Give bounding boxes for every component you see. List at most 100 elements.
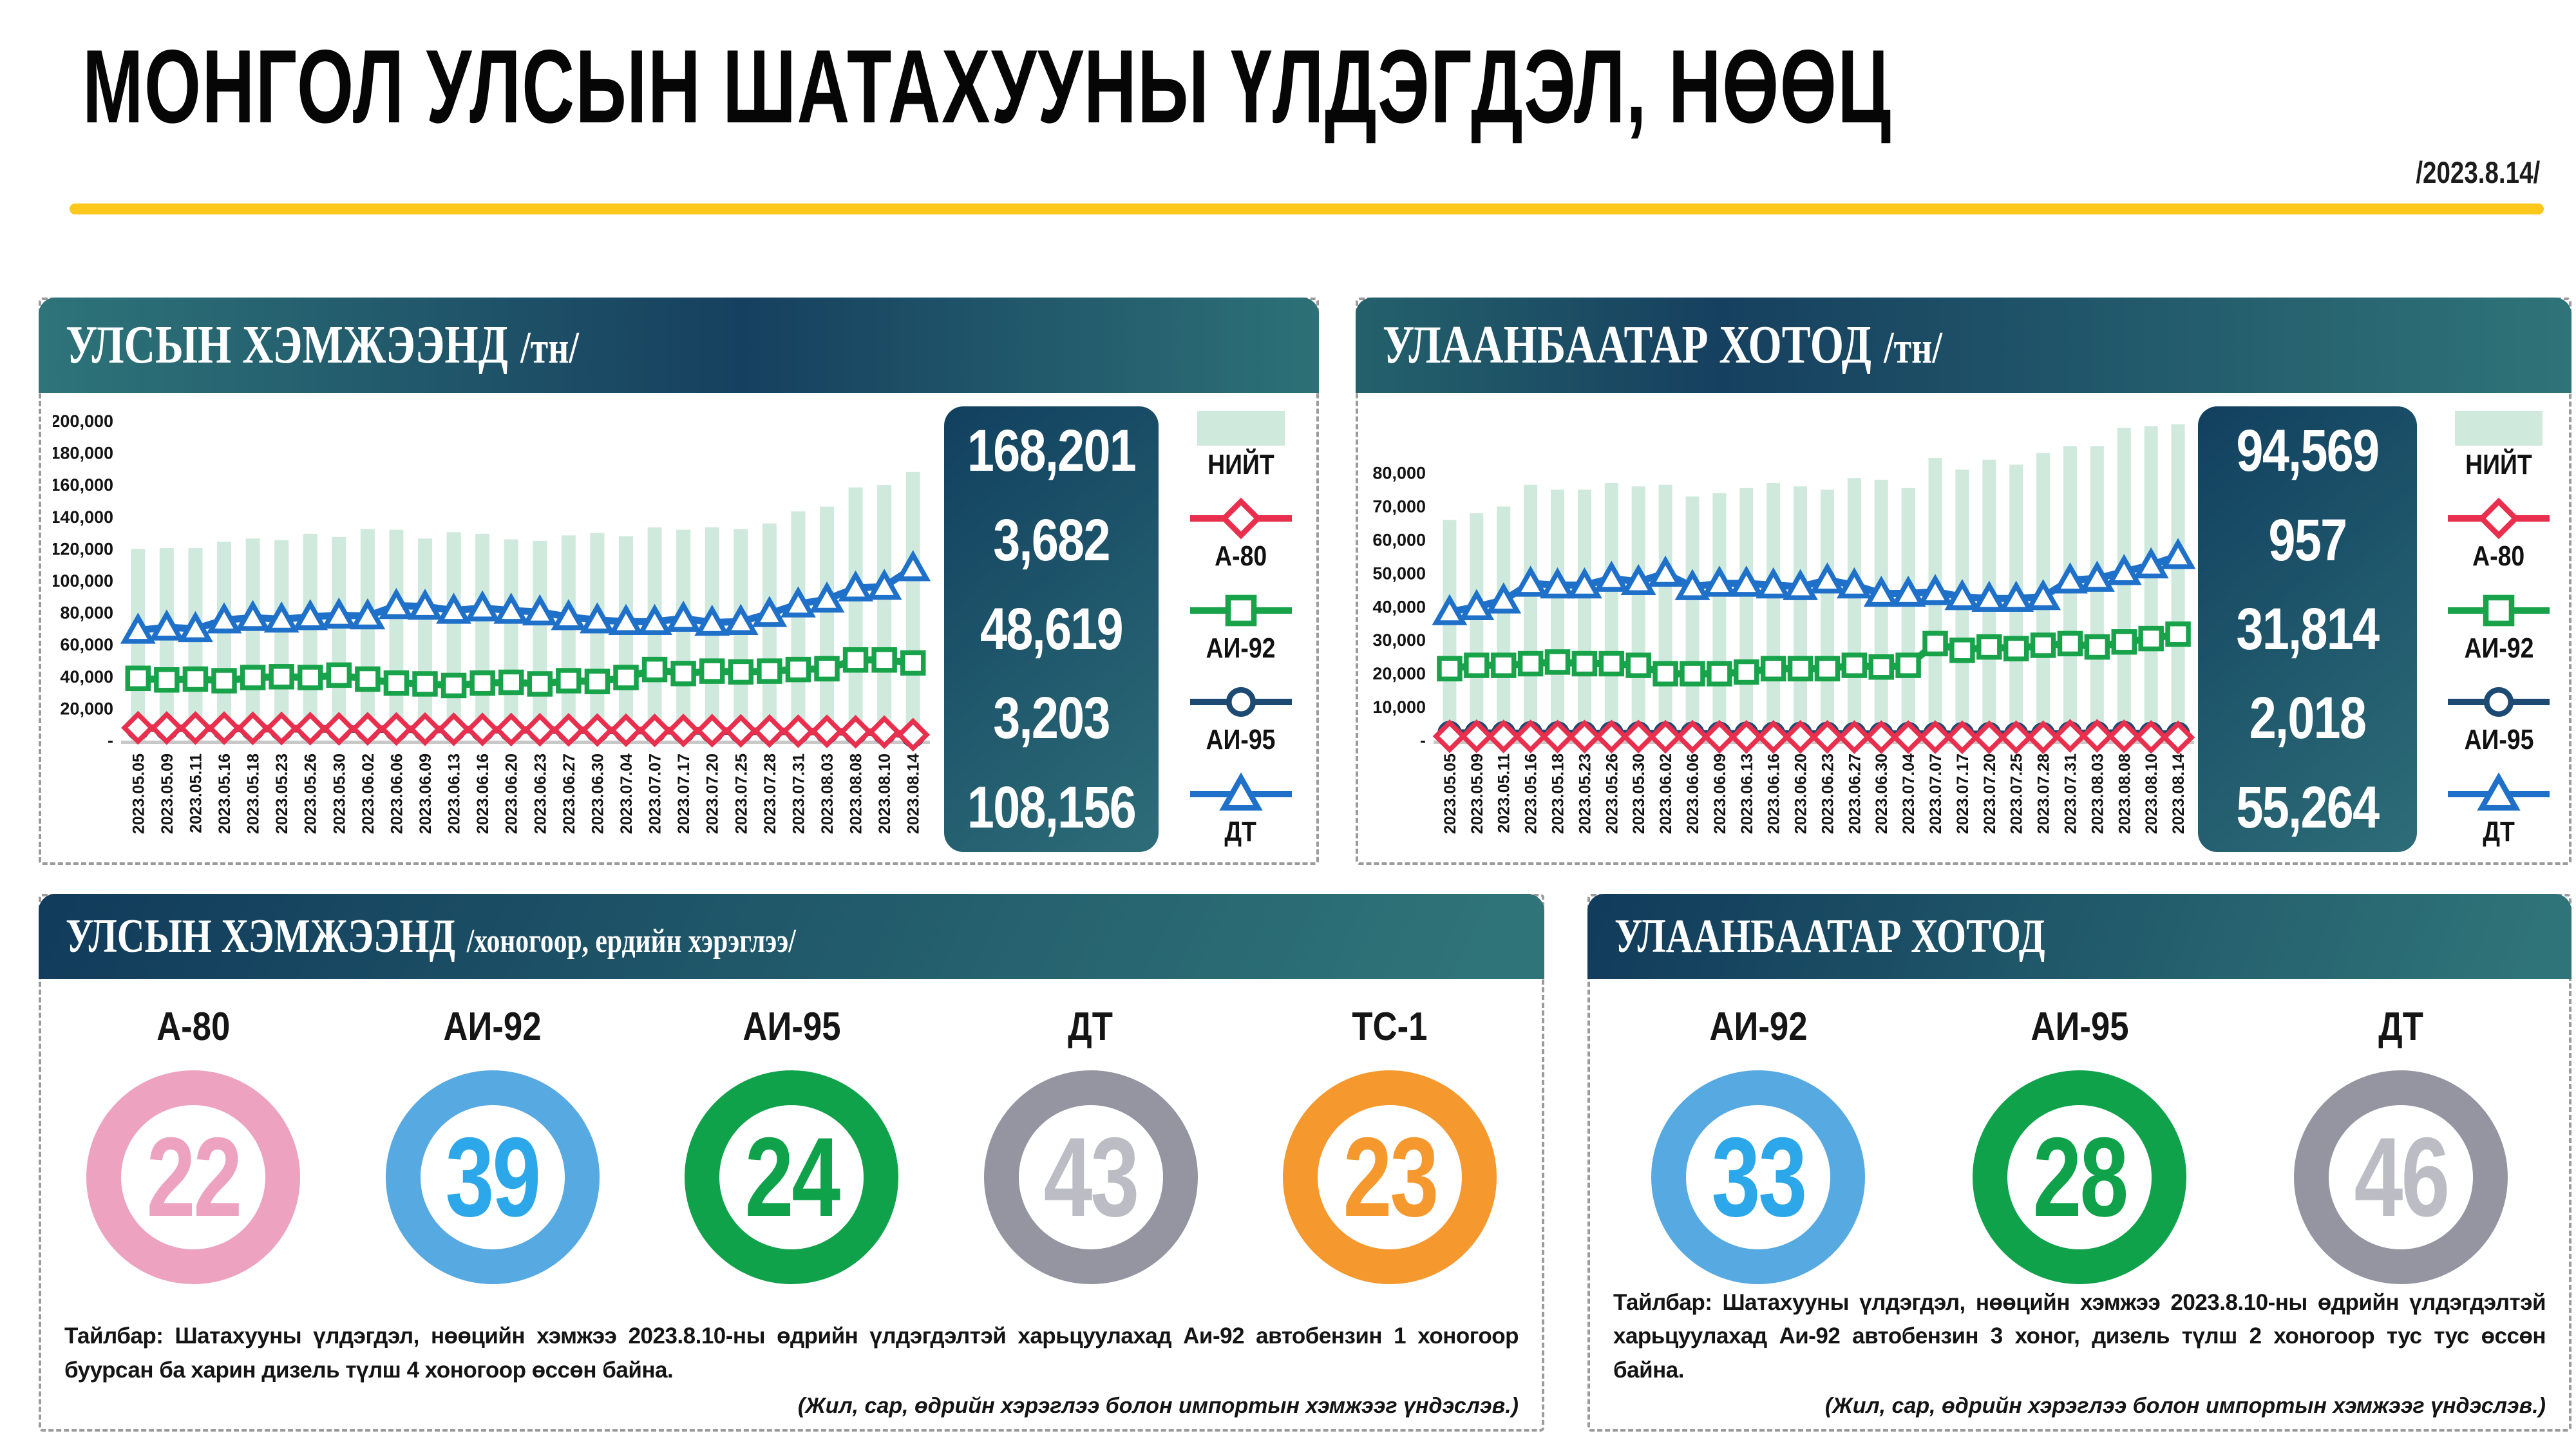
panel-national-tons: УЛСЫН ХЭМЖЭЭНД /тн/ - 20,000 40,000 60,000 8… [39, 298, 1319, 865]
svg-text:80,000: 80,000 [1372, 464, 1426, 483]
gauge-days-value: 46 [2354, 1114, 2450, 1240]
total-swatch-icon [1197, 411, 1285, 446]
triangle-marker-icon [1189, 772, 1292, 811]
y-axis-labels: - 10,000 20,000 30,000 40,000 50,000 60,000 70,… [1372, 464, 1426, 750]
svg-text:2023.05.11: 2023.05.11 [187, 753, 205, 833]
svg-text:2023.06.16: 2023.06.16 [1765, 753, 1783, 834]
svg-text:10,000: 10,000 [1372, 697, 1426, 717]
legend-item-А-80: А-80 [2444, 496, 2553, 572]
gauge-ring: 39 [385, 1070, 600, 1284]
svg-text:2023.05.26: 2023.05.26 [302, 753, 320, 834]
panel-national-days: УЛСЫН ХЭМЖЭЭНД /хоногоор, ердийн хэрэглэ… [39, 894, 1544, 1432]
svg-text:2023.07.31: 2023.07.31 [2061, 753, 2079, 834]
footnote-ub-source: (Жил, сар, өдрийн хэрэглээ болон импорты… [1824, 1394, 2546, 1418]
report-date: /2023.8.14/ [2416, 155, 2540, 189]
svg-text:40,000: 40,000 [60, 667, 113, 687]
x-axis-labels: 2023.05.05 2023.05.09 2023.05.11 2023.05.16… [1441, 753, 2188, 834]
gauge-ring: 46 [2294, 1070, 2508, 1284]
page-title-text: МОНГОЛ УЛСЫН ШАТАХУУНЫ ҮЛДЭГДЭЛ, НӨӨЦ [82, 28, 1892, 145]
svg-text:60,000: 60,000 [1372, 530, 1426, 549]
panel-ub-days-header: УЛААНБААТАР ХОТОД [1587, 894, 2571, 979]
gauge-days-value: 22 [146, 1114, 242, 1240]
legend-item-А-80: А-80 [1186, 496, 1296, 572]
gauge-days-value: 23 [1343, 1114, 1439, 1240]
svg-text:20,000: 20,000 [1372, 664, 1426, 683]
panel-national-days-header: УЛСЫН ХЭМЖЭЭНД /хоногоор, ердийн хэрэглэ… [39, 894, 1544, 979]
gauge-label: ДТ [2378, 1005, 2423, 1049]
value-box-national: 168,201 3,682 48,619 3,203 108,156 [944, 406, 1159, 852]
svg-text:2023.06.06: 2023.06.06 [1684, 753, 1702, 834]
footnote-ub: Тайлбар: Шатахууны үлдэгдэл, нөөцийн хэм… [1613, 1286, 2546, 1419]
legend-label: АИ-95 [2464, 724, 2533, 756]
svg-text:140,000: 140,000 [53, 507, 113, 527]
gauge-days-value: 24 [744, 1114, 840, 1240]
gauge-days-value: 43 [1043, 1114, 1140, 1240]
svg-text:2023.08.10: 2023.08.10 [2143, 753, 2161, 834]
gauge-label: А-80 [156, 1005, 231, 1049]
legend-label: НИЙТ [1207, 449, 1274, 480]
title-underline [70, 204, 2544, 214]
consumption-gauge-А-80: А-80 22 [86, 1007, 300, 1284]
y-axis-labels: - 20,000 40,000 60,000 80,000 100,000 120,000 1… [50, 412, 113, 750]
legend-label: НИЙТ [2465, 449, 2532, 480]
svg-text:2023.06.30: 2023.06.30 [589, 753, 607, 834]
legend-item-total: НИЙТ [1197, 411, 1285, 480]
gauge-label: АИ-95 [742, 1005, 841, 1049]
gauge-label: ДТ [1068, 1005, 1113, 1049]
svg-text:2023.07.20: 2023.07.20 [704, 753, 722, 834]
svg-text:2023.05.26: 2023.05.26 [1603, 753, 1621, 834]
series-А-80 [1432, 719, 2195, 755]
svg-text:2023.06.20: 2023.06.20 [503, 753, 521, 834]
svg-text:2023.05.23: 2023.05.23 [1576, 753, 1594, 834]
circle-marker-icon [1189, 687, 1292, 717]
consumption-gauge-АИ-95: АИ-95 24 [685, 1007, 898, 1284]
gauge-label: ТС-1 [1352, 1005, 1428, 1049]
value-box-ub: 94,569 957 31,814 2,018 55,264 [2198, 406, 2417, 852]
svg-text:2023.05.09: 2023.05.09 [1468, 753, 1486, 834]
svg-text:2023.05.09: 2023.05.09 [158, 753, 176, 834]
consumption-gauge-ТС-1: ТС-1 23 [1283, 1007, 1497, 1284]
svg-text:2023.06.23: 2023.06.23 [531, 753, 549, 834]
legend-item-ДТ: ДТ [2444, 772, 2553, 848]
svg-text:2023.08.10: 2023.08.10 [876, 753, 894, 834]
triangle-marker-icon [2448, 772, 2550, 811]
svg-text:2023.06.02: 2023.06.02 [1657, 753, 1675, 834]
series-ДТ [120, 550, 931, 644]
diamond-marker-icon [2448, 498, 2550, 540]
x-axis-line [121, 741, 930, 744]
gauge-ring: 22 [86, 1070, 300, 1284]
footnote-ub-text: Тайлбар: Шатахууны үлдэгдэл, нөөцийн хэм… [1613, 1289, 2546, 1383]
latest-value: 168,201 [967, 418, 1137, 484]
svg-text:2023.08.03: 2023.08.03 [2088, 753, 2107, 834]
svg-text:-: - [1420, 731, 1426, 750]
gauge-ring: 23 [1283, 1070, 1497, 1284]
latest-value: 55,264 [2236, 774, 2380, 840]
latest-value: 3,682 [993, 507, 1110, 573]
gauge-ring: 24 [685, 1070, 898, 1284]
gauge-ring: 28 [1973, 1070, 2186, 1284]
footnote-national-source: (Жил, сар, өдрийн хэрэглээ болон импорты… [797, 1394, 1519, 1418]
page-title: МОНГОЛ УЛСЫН ШАТАХУУНЫ ҮЛДЭГДЭЛ, НӨӨЦ [82, 35, 2576, 139]
footnote-national-text: Тайлбар: Шатахууны үлдэгдэл, нөөцийн хэм… [64, 1323, 1519, 1383]
bars-total [1443, 424, 2185, 741]
latest-value: 957 [2268, 507, 2348, 573]
latest-value: 94,569 [2236, 418, 2380, 484]
svg-text:2023.05.18: 2023.05.18 [245, 753, 263, 834]
svg-text:2023.06.13: 2023.06.13 [1738, 753, 1756, 834]
svg-text:50,000: 50,000 [1372, 564, 1426, 583]
svg-text:2023.08.14: 2023.08.14 [2170, 753, 2188, 834]
svg-text:2023.07.25: 2023.07.25 [732, 753, 750, 834]
gauge-days-value: 39 [445, 1114, 542, 1240]
panel-ub-days-title: УЛААНБААТАР ХОТОД [1615, 910, 2045, 963]
svg-text:2023.05.11: 2023.05.11 [1495, 753, 1513, 833]
panel-ub-tons-unit: /тн/ [1884, 323, 1942, 373]
svg-text:70,000: 70,000 [1372, 497, 1426, 516]
gauge-label: АИ-92 [443, 1005, 542, 1049]
gauge-label: АИ-95 [2030, 1005, 2129, 1049]
legend-item-ДТ: ДТ [1186, 772, 1296, 848]
consumption-gauge-ДТ: ДТ 46 [2294, 1007, 2508, 1284]
consumption-gauge-ДТ: ДТ 43 [983, 1005, 1198, 1284]
svg-text:2023.08.03: 2023.08.03 [819, 753, 837, 834]
svg-text:2023.06.23: 2023.06.23 [1819, 753, 1837, 834]
